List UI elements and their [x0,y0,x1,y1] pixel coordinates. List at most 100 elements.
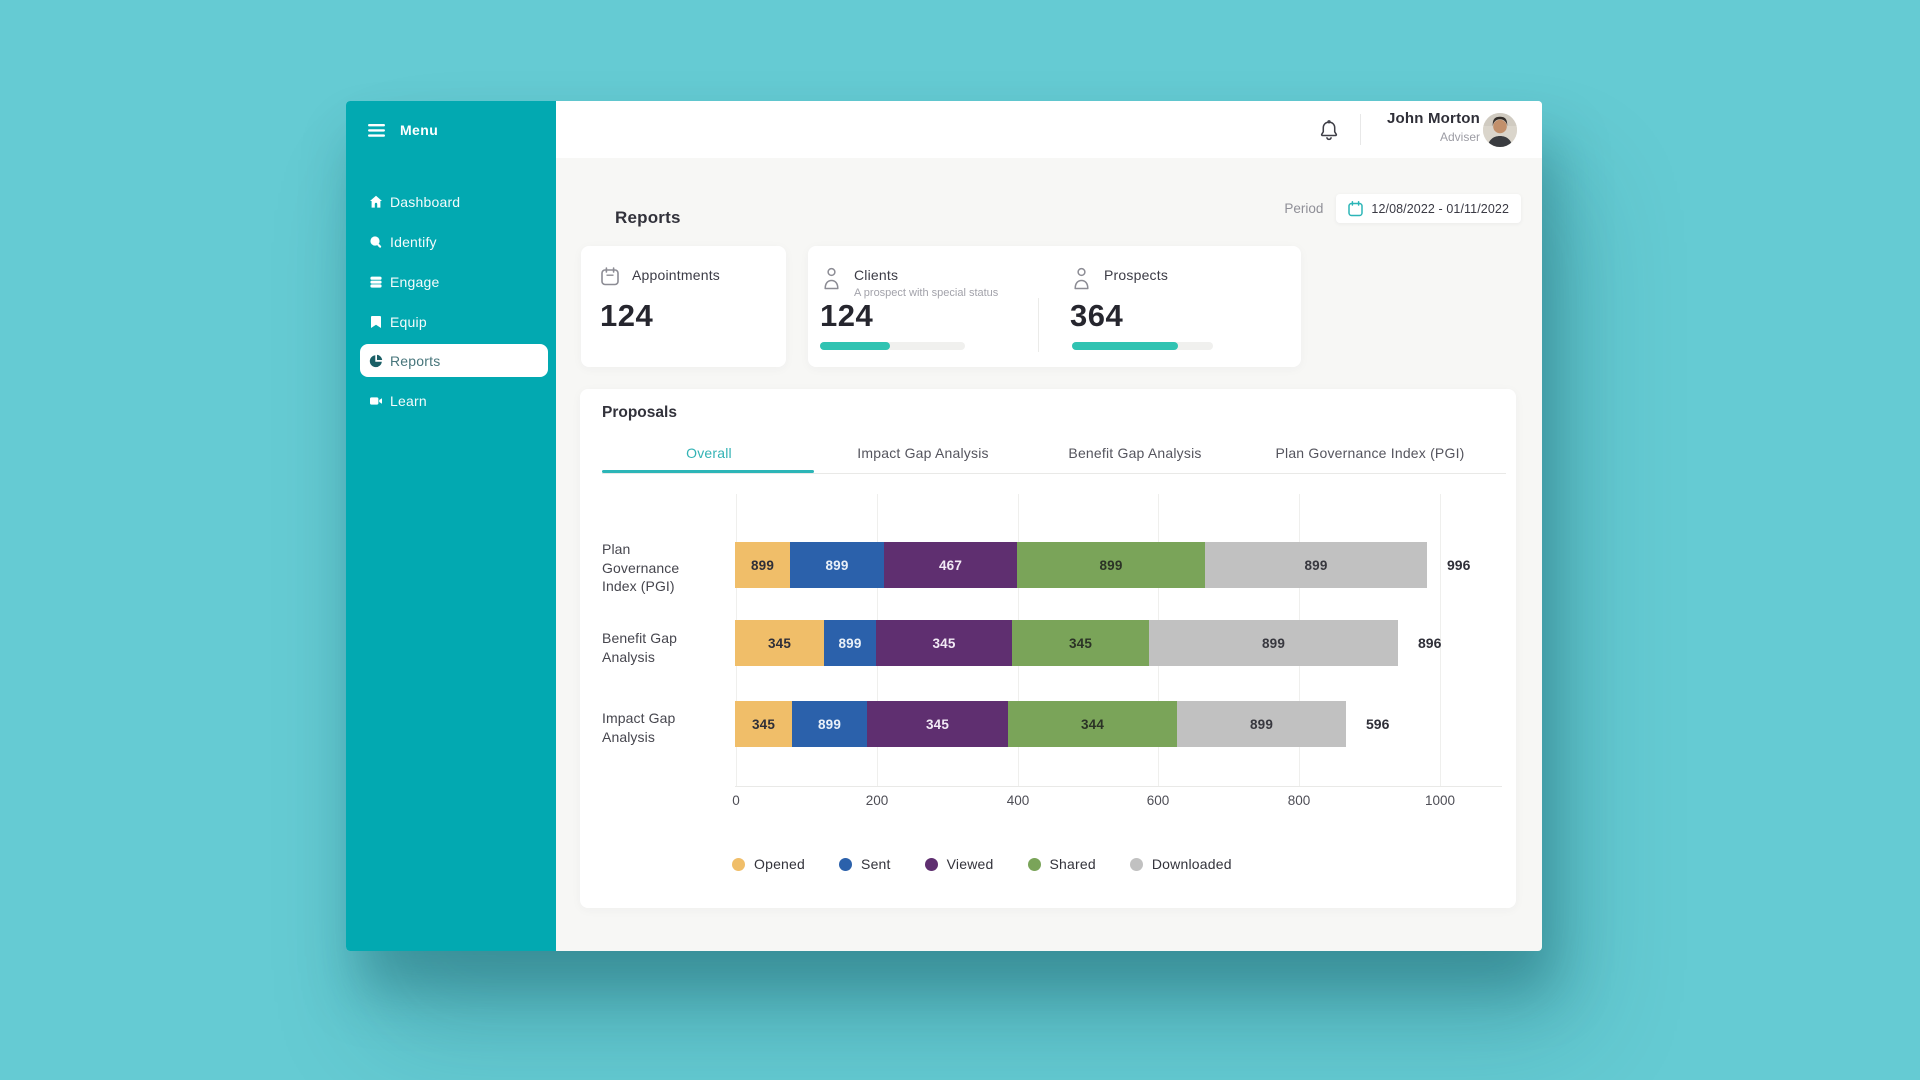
search-icon [368,235,383,250]
legend-item-shared: Shared [1027,856,1096,872]
stat-value: 124 [600,298,654,333]
tab-impact-gap-analysis[interactable]: Impact Gap Analysis [857,445,989,461]
stacked-bar: 899 899 467 899 899 [735,542,1427,588]
proposals-card: Proposals Overall Impact Gap Analysis Bene… [580,389,1516,908]
period-label: Period [1284,201,1324,216]
avatar-photo [1483,113,1517,147]
x-tick-label: 0 [732,793,740,808]
x-tick-label: 600 [1146,793,1170,808]
active-nav-highlight [360,344,548,377]
page-title: Reports [615,208,681,228]
stat-label: Appointments [632,267,721,283]
tab-plan-governance-index-pgi-[interactable]: Plan Governance Index (PGI) [1275,445,1465,461]
bar-total: 896 [1418,635,1442,651]
sidebar-item-identify[interactable]: Identify [346,222,556,262]
bar-segment-downloaded[interactable]: 899 [1149,620,1398,666]
category-label: Plan Governance Index (PGI) [602,541,680,594]
x-axis [735,786,1502,787]
period-date-picker[interactable]: 12/08/2022 - 01/11/2022 [1336,194,1521,223]
bookmark-icon [368,315,383,330]
calendar-icon [1348,200,1364,216]
bar-segment-viewed[interactable]: 345 [867,701,1008,747]
bar-segment-sent[interactable]: 899 [790,542,884,588]
home-icon [368,195,383,210]
stat-header: Clients A prospect with special status [822,267,998,299]
notification-bell-icon[interactable] [1319,120,1339,141]
legend-label: Sent [861,856,891,872]
legend-dot [1129,857,1143,871]
legend-dot [924,857,938,871]
sidebar-item-label: Reports [390,353,441,369]
bar-segment-sent[interactable]: 899 [792,701,867,747]
sidebar-item-engage[interactable]: Engage [346,262,556,302]
user-info[interactable]: John Morton Adviser [1387,110,1480,144]
menu-label: Menu [400,122,439,138]
bar-segment-shared[interactable]: 344 [1008,701,1177,747]
sidebar-item-label: Learn [390,393,427,409]
sidebar-item-dashboard[interactable]: Dashboard [346,182,556,222]
user-name: John Morton [1386,110,1480,127]
bar-segment-sent[interactable]: 899 [824,620,876,666]
stat-header: Appointments [601,267,720,291]
x-tick-label: 400 [1006,793,1030,808]
sidebar-item-label: Identify [390,234,437,250]
bar-segment-opened[interactable]: 345 [735,620,824,666]
legend-label: Viewed [946,856,994,872]
avatar[interactable] [1483,113,1517,147]
tab-benefit-gap-analysis[interactable]: Benefit Gap Analysis [1068,445,1202,461]
bar-segment-opened[interactable]: 899 [735,542,790,588]
stat-value: 124 [820,298,874,333]
calendar-icon [601,267,619,291]
sidebar-item-label: Engage [390,274,440,290]
sidebar-item-reports[interactable]: Reports [346,341,556,381]
bar-segment-opened[interactable]: 345 [735,701,792,747]
topbar: John Morton Adviser [556,101,1542,158]
legend-dot [839,857,853,871]
pie-chart-icon [368,354,383,369]
bar-segment-viewed[interactable]: 467 [884,542,1017,588]
card-divider [1038,298,1039,352]
legend-label: Downloaded [1151,856,1232,872]
progress-bar [820,342,965,350]
stat-label: Clients [854,267,899,283]
period-value: 12/08/2022 - 01/11/2022 [1371,201,1509,216]
stat-label: Prospects [1104,267,1169,283]
legend-item-sent: Sent [839,856,891,872]
active-tab-underline [602,470,814,473]
sidebar-item-label: Equip [390,314,427,330]
bar-segment-downloaded[interactable]: 899 [1205,542,1427,588]
bar-segment-viewed[interactable]: 345 [876,620,1012,666]
legend-item-viewed: Viewed [924,856,994,872]
category-label: Impact Gap Analysis [602,710,676,745]
bar-segment-shared[interactable]: 899 [1017,542,1205,588]
x-tick-label: 200 [865,793,889,808]
legend-label: Opened [754,856,806,872]
app-window: Menu Dashboard Identify Engage Equip Reports… [346,101,1542,951]
stat-header: Prospects [1072,267,1168,295]
sidebar-item-learn[interactable]: Learn [346,381,556,421]
chart-legend: Opened Sent Viewed Shared Downloaded [732,856,1232,872]
bar-total: 996 [1447,557,1471,573]
person-icon [822,267,841,295]
tabs-baseline [602,473,1506,474]
stacked-bar: 345 899 345 345 899 [735,620,1398,666]
legend-label: Shared [1049,856,1096,872]
x-tick-label: 1000 [1424,793,1456,808]
stat-sublabel: A prospect with special status [854,287,999,299]
hamburger-icon [368,123,385,137]
proposals-title: Proposals [602,404,677,421]
progress-bar [1072,342,1213,350]
appointments-card: Appointments 124 [581,246,786,367]
sidebar-item-equip[interactable]: Equip [346,302,556,342]
bar-segment-shared[interactable]: 345 [1012,620,1149,666]
tab-overall[interactable]: Overall [686,445,732,461]
legend-dot [1027,857,1041,871]
topbar-divider [1360,114,1361,145]
legend-item-opened: Opened [732,856,805,872]
menu-toggle[interactable]: Menu [368,122,438,138]
bar-segment-downloaded[interactable]: 899 [1177,701,1346,747]
period-row: Period 12/08/2022 - 01/11/2022 [1284,194,1521,223]
stat-value: 364 [1070,298,1124,333]
category-label: Benefit Gap Analysis [602,630,678,665]
